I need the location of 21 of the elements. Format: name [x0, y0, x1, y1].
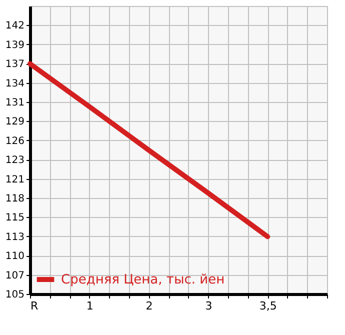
- y-tick-label: 134: [5, 78, 24, 90]
- y-tick-label: 123: [5, 155, 24, 166]
- y-tick-label: 137: [5, 59, 24, 70]
- x-tick-label: R: [30, 300, 38, 312]
- x-tick-label: 3,5: [259, 300, 277, 312]
- y-tick-label: 115: [5, 212, 24, 224]
- y-tick-label: 131: [5, 98, 24, 109]
- y-tick-label: 118: [5, 193, 24, 204]
- y-tick-label: 121: [5, 174, 24, 186]
- x-tick-label: 3: [205, 300, 212, 312]
- y-tick-label: 142: [5, 20, 24, 32]
- x-tick-label: 1: [86, 300, 94, 312]
- y-tick-label: 110: [5, 251, 24, 262]
- x-tick-label: 2: [146, 300, 153, 312]
- legend-label: Средняя Цена, тыс. йен: [61, 272, 225, 288]
- y-tick-label: 129: [5, 116, 24, 128]
- y-tick-label: 113: [5, 232, 24, 243]
- y-tick-label: 139: [5, 40, 24, 51]
- y-tick-label: 126: [5, 136, 24, 147]
- y-tick-label: 105: [5, 290, 24, 300]
- y-tick-label: 107: [5, 270, 24, 282]
